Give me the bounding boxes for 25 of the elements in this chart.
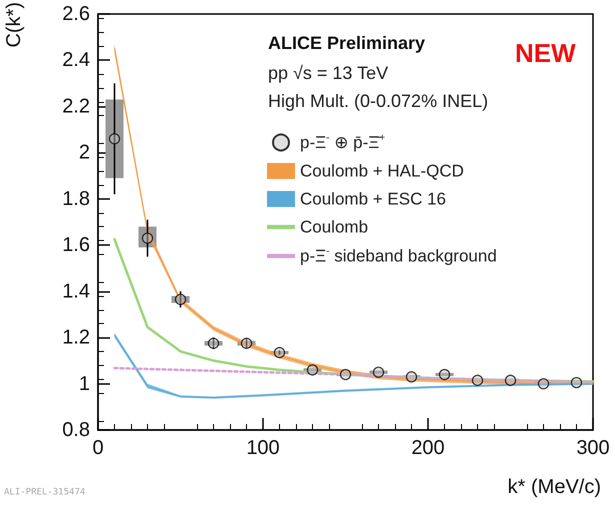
x-tick-label: 200 [411, 437, 445, 459]
y-tick-label: 0.8 [62, 419, 90, 441]
y-tick-label: 1.2 [62, 326, 90, 349]
annotation: NEW [515, 38, 576, 68]
legend-label: Coulomb + HAL-QCD [300, 162, 464, 180]
y-tick-label: 1.6 [62, 234, 90, 256]
x-axis-title: k* (MeV/c) [508, 476, 602, 498]
legend-label: Coulomb [300, 218, 368, 236]
legend-label: p-Ξ- sideband background [300, 246, 497, 266]
y-tick-label: 1.8 [62, 188, 90, 210]
x-tick-label: 300 [576, 437, 610, 459]
y-tick-label: 2 [78, 142, 90, 164]
y-tick-label: 2.6 [62, 3, 90, 25]
text: ALI-PREL-315474 [4, 488, 86, 498]
y-tick-label: 2.2 [62, 95, 90, 118]
x-tick-label: 0 [92, 437, 104, 459]
y-tick-label: 1 [78, 372, 90, 395]
annotation: High Mult. (0-0.072% INEL) [268, 91, 488, 111]
legend-label: Coulomb + ESC 16 [300, 190, 446, 208]
annotation: pp √s = 13 TeV [268, 63, 388, 83]
y-axis-title: C(k*) [3, 2, 25, 48]
y-tick-label: 2.4 [62, 49, 90, 72]
y-tick-label: 1.4 [62, 280, 90, 302]
annotation: ALICE Preliminary [268, 33, 426, 53]
x-tick-label: 100 [246, 437, 280, 459]
